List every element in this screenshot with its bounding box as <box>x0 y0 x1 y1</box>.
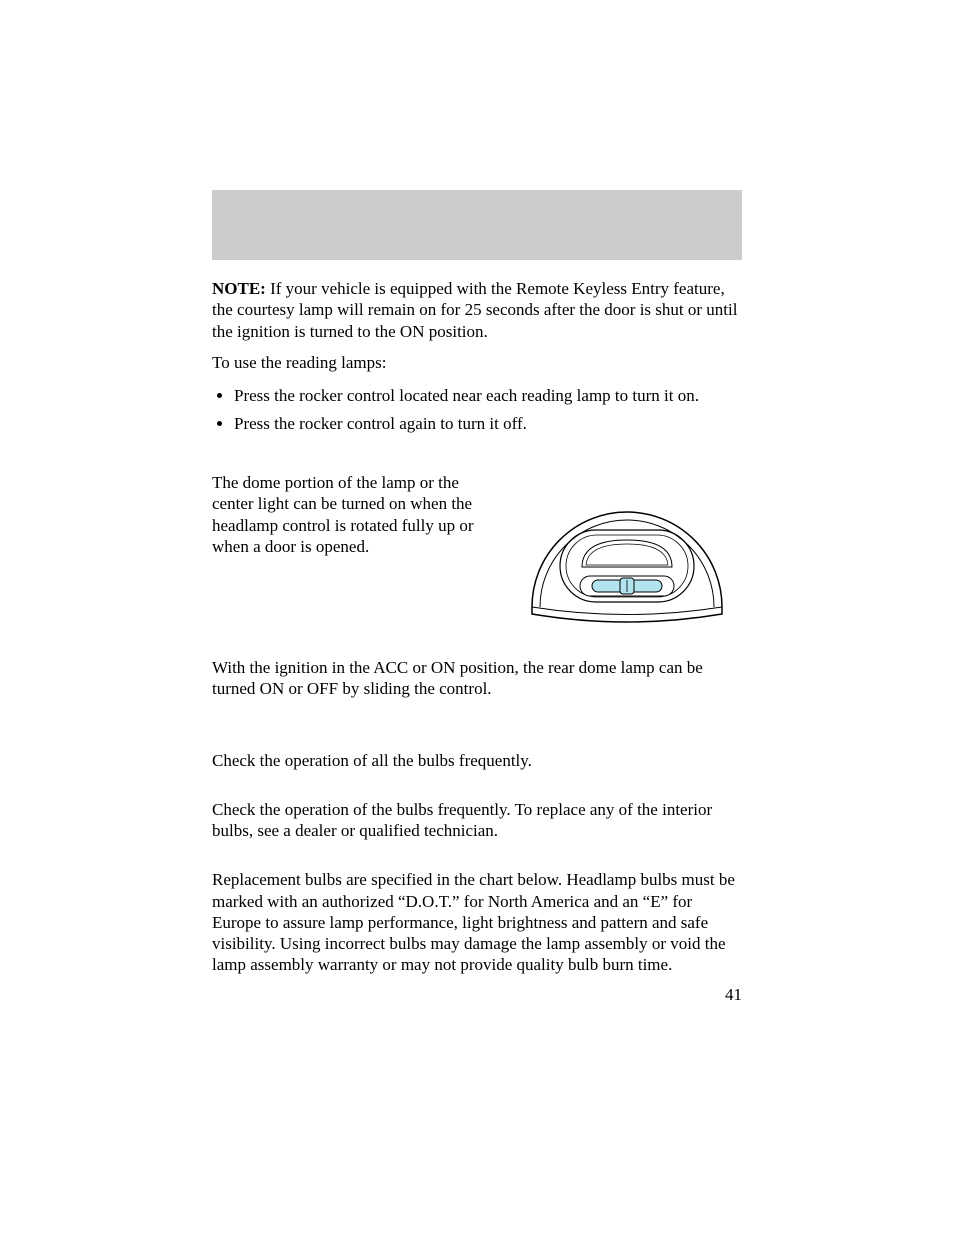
replacement-bulbs: Replacement bulbs are specified in the c… <box>212 869 742 975</box>
document-page: NOTE: If your vehicle is equipped with t… <box>0 0 954 1235</box>
ignition-text: With the ignition in the ACC or ON posit… <box>212 657 742 700</box>
reading-lamps-intro: To use the reading lamps: <box>212 352 742 373</box>
note-text: If your vehicle is equipped with the Rem… <box>212 279 737 341</box>
dome-lamp-diagram <box>512 472 742 632</box>
header-bar <box>212 190 742 260</box>
list-item: Press the rocker control again to turn i… <box>234 411 742 437</box>
reading-lamps-list: Press the rocker control located near ea… <box>212 383 742 436</box>
dome-section: The dome portion of the lamp or the cent… <box>212 472 742 637</box>
dome-text: The dome portion of the lamp or the cent… <box>212 472 494 557</box>
page-number: 41 <box>725 985 742 1005</box>
note-label: NOTE: <box>212 279 266 298</box>
check-all-bulbs: Check the operation of all the bulbs fre… <box>212 750 742 771</box>
check-interior-bulbs: Check the operation of the bulbs frequen… <box>212 799 742 842</box>
list-item: Press the rocker control located near ea… <box>234 383 742 409</box>
note-paragraph: NOTE: If your vehicle is equipped with t… <box>212 278 742 342</box>
